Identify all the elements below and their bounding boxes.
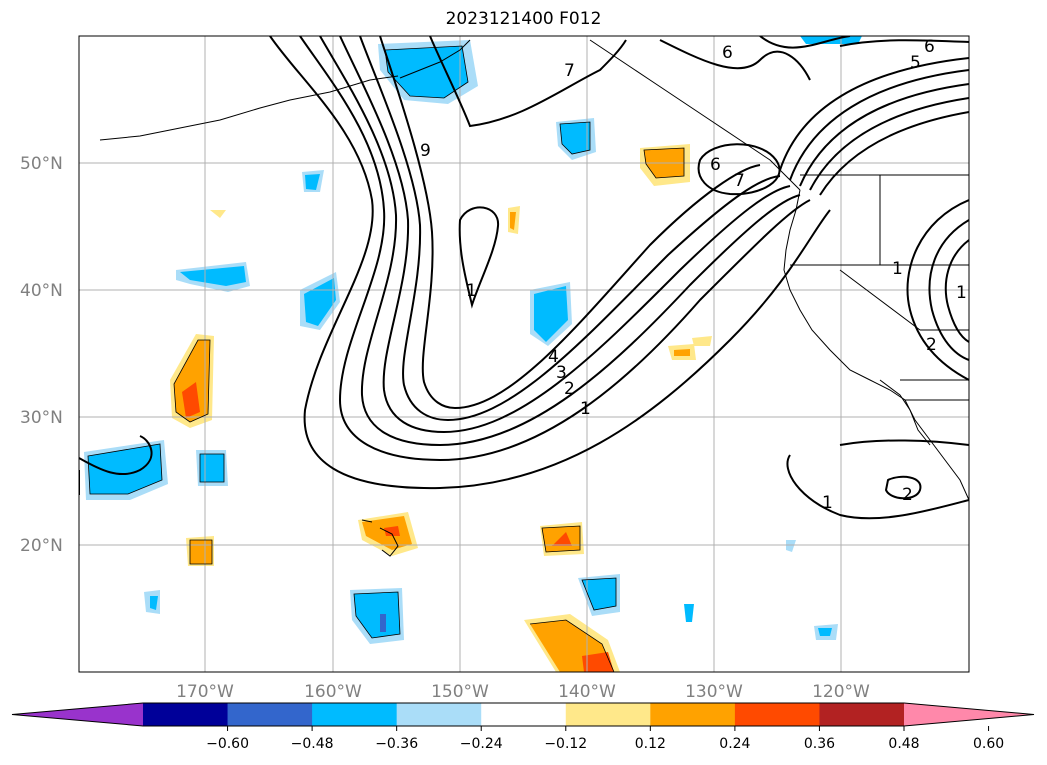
contour-labels: 7 6 9 1 4 3 2 1 6 7 5 6 1 2 1 1 2 bbox=[420, 37, 967, 513]
lon-label-170: 170°W bbox=[176, 682, 234, 702]
colorbar-segment bbox=[650, 703, 736, 726]
contour-se-closed bbox=[884, 475, 922, 500]
colorbar-tick-label: 0.60 bbox=[973, 736, 1004, 752]
lon-label-150: 150°W bbox=[431, 682, 489, 702]
contour-gulf-low bbox=[697, 143, 781, 196]
colorbar-tick-label: 0.24 bbox=[719, 736, 750, 752]
colorbar-tick-label: −0.24 bbox=[460, 736, 503, 752]
colorbar-segment bbox=[565, 703, 651, 726]
clabel-1d: 1 bbox=[956, 283, 967, 303]
contour-6 bbox=[379, 36, 761, 410]
clabel-1b: 1 bbox=[580, 399, 591, 419]
colorbar-tick-label: −0.60 bbox=[206, 736, 249, 752]
contour-n1 bbox=[659, 36, 851, 81]
contour-ne bbox=[839, 39, 969, 47]
lat-label-50: 50°N bbox=[20, 154, 63, 174]
lat-label-20: 20°N bbox=[20, 536, 63, 556]
contour-west bbox=[79, 435, 153, 495]
hawaii bbox=[361, 519, 399, 557]
contour-lines bbox=[79, 36, 969, 520]
clabel-2b: 2 bbox=[926, 335, 937, 355]
lat-label-30: 30°N bbox=[20, 408, 63, 428]
colorbar-segment bbox=[734, 703, 820, 726]
contour-4 bbox=[339, 36, 791, 434]
us-west-coast bbox=[783, 189, 969, 501]
lon-label-160: 160°W bbox=[304, 682, 362, 702]
clabel-1e: 1 bbox=[822, 493, 833, 513]
contour-3 bbox=[319, 36, 801, 447]
contour-east-low bbox=[906, 199, 969, 381]
colorbar-tick-label: −0.36 bbox=[375, 736, 418, 752]
contour-east-ridge bbox=[779, 57, 969, 196]
clabel-9: 9 bbox=[420, 141, 431, 161]
colorbar-tick-label: −0.48 bbox=[291, 736, 334, 752]
lon-label-140: 140°W bbox=[558, 682, 616, 702]
colorbar-tick-label: 0.48 bbox=[888, 736, 919, 752]
contour-7 bbox=[429, 36, 627, 128]
colorbar-segment bbox=[227, 703, 313, 726]
colorbar-outline bbox=[11, 702, 1035, 727]
contour-1-trough bbox=[269, 36, 831, 490]
colorbar-segment bbox=[312, 703, 398, 726]
colorbar-segment bbox=[481, 703, 567, 726]
contour-se bbox=[786, 439, 969, 520]
map-frame bbox=[78, 35, 970, 673]
state-borders bbox=[790, 175, 969, 401]
clabel-3: 3 bbox=[556, 363, 567, 383]
contour-closed-low bbox=[458, 206, 500, 309]
anomaly-outlines bbox=[87, 45, 685, 672]
lat-labels: 50°N 40°N 30°N 20°N bbox=[20, 154, 63, 556]
colorbar-extend-left bbox=[12, 703, 143, 726]
clabel-6b: 6 bbox=[710, 155, 721, 175]
clabel-2a: 2 bbox=[564, 379, 575, 399]
clabel-6a: 6 bbox=[722, 43, 733, 63]
map-panel: 7 6 9 1 4 3 2 1 6 7 5 6 1 2 1 1 2 50° bbox=[20, 35, 970, 702]
map-title: 2023121400 F012 bbox=[445, 9, 602, 29]
shading-layer bbox=[84, 36, 862, 672]
lon-label-120: 120°W bbox=[812, 682, 870, 702]
contour-2 bbox=[299, 36, 811, 462]
clabel-1a: 1 bbox=[466, 281, 477, 301]
colorbar: −0.60 −0.48 −0.36 −0.24 −0.12 0.12 0.24 0.36 0.4… bbox=[11, 702, 1035, 752]
colorbar-segment bbox=[396, 703, 482, 726]
clabel-5: 5 bbox=[910, 53, 921, 73]
clabel-1c: 1 bbox=[892, 259, 903, 279]
clabel-7b: 7 bbox=[734, 171, 745, 191]
lat-label-40: 40°N bbox=[20, 281, 63, 301]
lon-label-130: 130°W bbox=[685, 682, 743, 702]
colorbar-extend-right bbox=[904, 703, 1034, 726]
colorbar-tick-label: 0.36 bbox=[804, 736, 835, 752]
colorbar-tick-label: 0.12 bbox=[635, 736, 666, 752]
gridlines bbox=[79, 36, 969, 672]
clabel-2c: 2 bbox=[902, 485, 913, 505]
colorbar-segment bbox=[819, 703, 905, 726]
colorbar-segment bbox=[143, 703, 229, 726]
clabel-4: 4 bbox=[548, 347, 559, 367]
contour-5 bbox=[359, 36, 781, 422]
bc-coast bbox=[589, 39, 801, 191]
lon-labels: 170°W 160°W 150°W 140°W 130°W 120°W bbox=[176, 682, 870, 702]
map-background bbox=[79, 36, 969, 672]
clabel-6c: 6 bbox=[924, 37, 935, 57]
clabel-7a: 7 bbox=[564, 61, 575, 81]
baja bbox=[879, 379, 931, 446]
colorbar-tick-label: −0.12 bbox=[544, 736, 587, 752]
